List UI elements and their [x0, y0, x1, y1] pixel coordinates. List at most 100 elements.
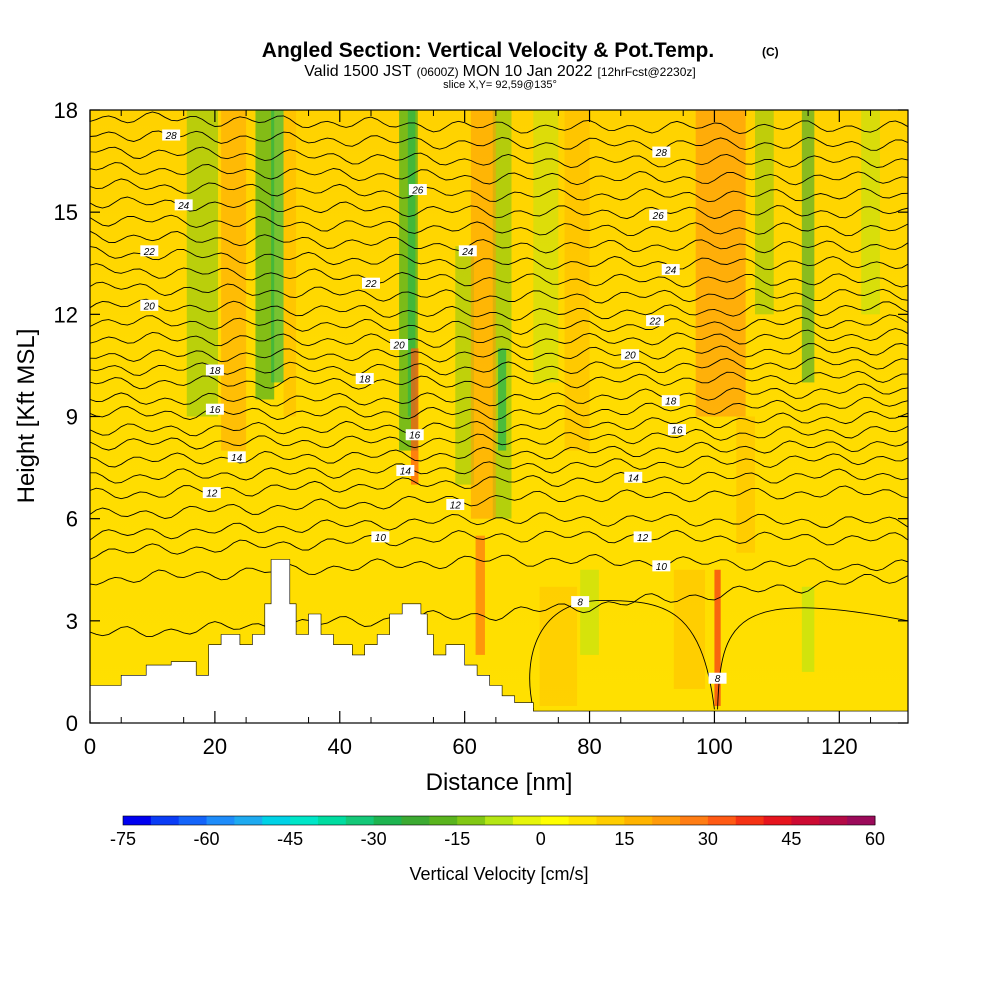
y-tick-label: 0: [66, 711, 78, 736]
colorbar-swatch: [206, 816, 235, 825]
isentrope-line: [90, 298, 908, 321]
chart-subtitle: Valid 1500 JST (0600Z) MON 10 Jan 2022 [12h…: [304, 63, 695, 80]
contour-label-bg: [661, 395, 680, 407]
isentrope-line: [90, 396, 908, 421]
isentrope-line: [90, 383, 908, 407]
isentrope-line: [90, 485, 908, 519]
x-tick-label: 100: [696, 734, 733, 759]
x-tick-label: 60: [452, 734, 476, 759]
x-tick-label: 0: [84, 734, 96, 759]
colorbar-swatch: [485, 816, 514, 825]
x-tick-label: 40: [328, 734, 352, 759]
colorbar-tick-label: 0: [536, 829, 546, 849]
y-axis: 0 3 6 9 12 15 18: [54, 98, 908, 736]
colorbar-swatch: [680, 816, 709, 825]
y-tick-label: 15: [54, 200, 78, 225]
y-axis-label: Height [Kft MSL]: [13, 329, 40, 504]
velocity-band: [407, 110, 416, 417]
contour-label: 22: [364, 279, 377, 290]
x-axis-label: Distance [nm]: [426, 769, 573, 796]
contour-label: 16: [209, 405, 221, 416]
colorbar-label: Vertical Velocity [cm/s]: [409, 864, 588, 884]
contour-label: 26: [411, 186, 424, 197]
contour-label: 14: [400, 466, 412, 477]
colorbar-swatch: [568, 816, 597, 825]
isentrope-line: [90, 130, 908, 152]
contour-label-bg: [408, 184, 427, 196]
contour-label: 8: [715, 674, 721, 685]
contour-label: 18: [209, 366, 221, 377]
contour-label-bg: [390, 338, 409, 350]
plot-area: 28 28 26 26 24 24 24 22 22 22 20 20 20 18 18 18 16 16 16 14…: [90, 110, 908, 723]
contour-label: 14: [231, 453, 243, 464]
colorbar-swatch: [317, 816, 347, 825]
velocity-band: [221, 110, 247, 451]
contour-label: 20: [143, 301, 156, 312]
colorbar-tick-label: 45: [781, 829, 801, 849]
subtitle-utc: (0600Z): [417, 65, 459, 79]
contour-label: 26: [652, 211, 665, 222]
contour-label-bg: [405, 429, 424, 441]
velocity-band: [580, 569, 599, 655]
velocity-band: [801, 586, 815, 672]
contour-label: 20: [393, 340, 406, 351]
contour-label: 8: [577, 598, 583, 609]
contour-label: 10: [656, 562, 668, 573]
contour-label-bg: [202, 487, 221, 499]
isentrope-line: [90, 314, 908, 335]
velocity-band: [714, 569, 721, 706]
contour-label: 16: [409, 431, 421, 442]
colorbar-swatch: [847, 816, 876, 825]
colorbar-swatch: [819, 816, 848, 825]
colorbar-tick-label: 30: [698, 829, 718, 849]
contour-label: 28: [655, 148, 668, 159]
colorbar-tick-label: -45: [277, 829, 303, 849]
isentrope-line: [90, 573, 908, 637]
contour-label-bg: [396, 464, 415, 476]
colorbar-swatch: [262, 816, 291, 825]
velocity-band: [533, 110, 559, 383]
colorbar-swatch: [791, 816, 820, 825]
contour-label-bg: [571, 596, 590, 608]
contour-label: 12: [206, 489, 218, 500]
colorbar-frame: [122, 815, 876, 826]
colorbar: [122, 815, 876, 826]
colorbar-tick-label: 15: [614, 829, 634, 849]
contour-label: 24: [177, 201, 190, 212]
contour-label: 24: [664, 266, 677, 277]
y-tick-label: 12: [54, 302, 78, 327]
contour-label-bg: [633, 531, 652, 543]
contour-label: 18: [665, 397, 677, 408]
contour-label: 18: [359, 375, 371, 386]
isentrope-line: [90, 529, 908, 560]
isentrope-line: [90, 230, 908, 254]
contour-label-bg: [355, 373, 374, 385]
isentrope-line: [90, 246, 908, 271]
colorbar-swatch: [234, 816, 263, 825]
y-tick-label: 3: [66, 609, 78, 634]
colorbar-swatch: [123, 816, 152, 825]
contour-label-bg: [667, 424, 686, 436]
contour-label-bg: [624, 471, 643, 483]
contour-label: 24: [461, 247, 474, 258]
chart-slice-info: slice X,Y= 92,59@135°: [443, 79, 557, 91]
colorbar-tick-label: -60: [194, 829, 220, 849]
isentrope-line: [90, 343, 908, 363]
contour-label: 10: [375, 533, 387, 544]
contour-label-bg: [162, 129, 181, 141]
contour-label-bg: [205, 403, 224, 415]
isentrope-line: [90, 162, 908, 186]
colorbar-swatch: [178, 816, 208, 825]
colorbar-tick-label: -15: [444, 829, 470, 849]
contour-label-bg: [646, 315, 665, 327]
subtitle-date: MON 10 Jan 2022: [463, 63, 593, 80]
terrain-mask: [90, 559, 908, 723]
velocity-band: [695, 110, 746, 417]
colorbar-swatch: [652, 816, 681, 825]
isentrope-line: [90, 281, 908, 304]
colorbar-swatch: [290, 816, 319, 825]
contour-label-bg: [371, 531, 390, 543]
isentrope-line: [90, 214, 908, 237]
